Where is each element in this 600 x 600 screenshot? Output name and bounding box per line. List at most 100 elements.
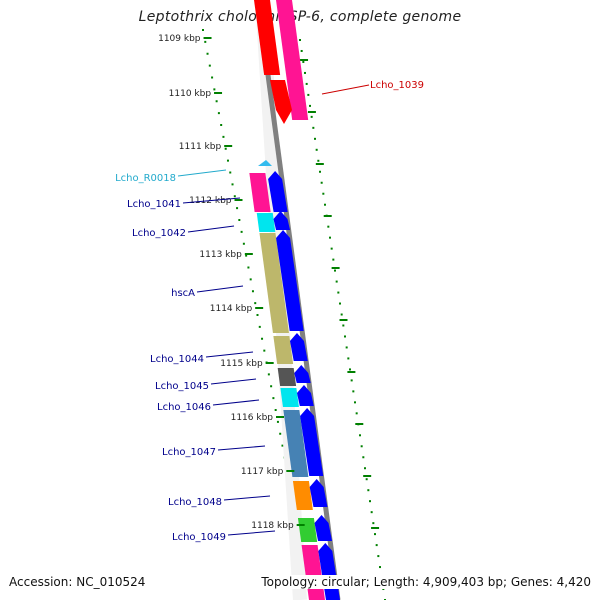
- gene-label[interactable]: Lcho_1047: [162, 447, 216, 458]
- gene-label[interactable]: hscA: [171, 288, 195, 299]
- feature-block: [292, 481, 313, 510]
- tick-ring-dot: [231, 183, 234, 186]
- topology-label: Topology: circular; Length: 4,909,403 bp…: [258, 575, 591, 589]
- tick-ring-dot: [274, 409, 277, 411]
- tick-ring-dot: [267, 373, 270, 376]
- tick-ring-dot: [233, 195, 236, 198]
- tick-ring-dot: [355, 412, 358, 415]
- tick-ring-dot: [236, 207, 239, 210]
- feature-block: [280, 388, 299, 407]
- tick-ring-dot: [215, 100, 218, 103]
- tick-ring-dot: [372, 522, 375, 525]
- tick-ring-dot: [359, 434, 361, 437]
- tick-ring-dot: [270, 385, 273, 388]
- tick-ring-dot: [276, 420, 279, 423]
- tick-ring-dot: [334, 269, 336, 272]
- tick-ring-dot: [375, 544, 378, 547]
- tick-ring-dot: [305, 82, 308, 85]
- tick-ring-dot: [310, 115, 313, 118]
- tick-ring-dot: [238, 219, 241, 221]
- tick-ring-dot: [345, 346, 348, 349]
- tick-ring-dot: [379, 566, 381, 569]
- feature-block: [276, 0, 309, 120]
- gene-label[interactable]: Lcho_R0018: [115, 173, 176, 184]
- tick-ring-dot: [220, 124, 223, 126]
- tick-ring-dot: [263, 349, 266, 352]
- gene-label[interactable]: Lcho_1048: [168, 497, 222, 508]
- tick-ring-dot: [340, 313, 343, 316]
- tick-ring-dot: [320, 181, 323, 184]
- tick-ring-dot: [279, 432, 282, 435]
- gene-leader-line: [205, 351, 254, 358]
- tick-ring-dot: [272, 397, 275, 400]
- gene-label[interactable]: Lcho_1039: [370, 80, 424, 91]
- tick-ring-dot: [329, 236, 331, 239]
- kbp-label: 1109 kbp: [158, 34, 201, 44]
- feature-block: [277, 368, 297, 386]
- gene-label[interactable]: Lcho_1046: [157, 402, 211, 413]
- tick-ring-dot: [258, 325, 261, 328]
- tick-ring-dot: [256, 314, 259, 316]
- gene-arrow: [289, 333, 308, 361]
- gene-label[interactable]: Lcho_1045: [155, 381, 209, 392]
- gene-arrow: [268, 171, 288, 212]
- gene-label[interactable]: Lcho_1049: [172, 532, 226, 543]
- gene-label[interactable]: Lcho_1042: [132, 228, 186, 239]
- tick-ring-dot: [350, 379, 353, 382]
- gene-leader-line: [196, 285, 244, 293]
- kbp-label: 1114 kbp: [210, 304, 253, 314]
- tick-ring-dot: [206, 52, 209, 55]
- tick-ring-dot: [349, 368, 351, 371]
- tick-ring-dot: [377, 555, 380, 558]
- tick-ring-dot: [249, 278, 252, 281]
- tick-ring-dot: [229, 171, 232, 174]
- rna-marker: [258, 160, 272, 166]
- gene-leader-line: [321, 84, 370, 95]
- feature-arrow: [270, 80, 292, 124]
- tick-ring-dot: [300, 49, 303, 52]
- gene-label[interactable]: Lcho_1041: [127, 199, 181, 210]
- tick-ring-dot: [247, 266, 250, 269]
- feature-block: [259, 233, 289, 333]
- tick-ring-dot: [281, 444, 284, 447]
- tick-ring-dot: [335, 280, 338, 283]
- gene-leader-line: [223, 495, 271, 501]
- tick-ring-dot: [226, 159, 229, 162]
- tick-ring-dot: [211, 76, 214, 79]
- gene-leader-line: [217, 445, 266, 451]
- gene-leader-line: [182, 197, 241, 204]
- tick-ring-dot: [299, 39, 301, 41]
- tick-ring-dot: [382, 588, 385, 591]
- tick-ring-dot: [202, 29, 204, 31]
- kbp-label: 1117 kbp: [241, 467, 284, 477]
- tick-ring-dot: [332, 258, 335, 261]
- gene-arrow: [309, 479, 328, 507]
- tick-ring-dot: [314, 137, 316, 140]
- tick-ring-dot: [369, 500, 371, 503]
- tick-ring-dot: [352, 390, 355, 393]
- tick-ring-dot: [370, 511, 373, 514]
- tick-ring-dot: [327, 225, 330, 228]
- feature-block: [254, 0, 281, 75]
- tick-ring-dot: [213, 88, 216, 91]
- tick-ring-dot: [307, 93, 310, 96]
- gene-arrow: [294, 365, 311, 383]
- tick-ring-dot: [240, 230, 243, 233]
- gene-leader-line: [227, 530, 276, 536]
- tick-ring-dot: [360, 445, 363, 448]
- tick-ring-dot: [374, 533, 376, 536]
- tick-ring-dot: [224, 147, 227, 150]
- gene-arrow: [314, 515, 333, 541]
- tick-ring-dot: [254, 302, 257, 305]
- tick-ring-dot: [315, 148, 318, 151]
- gene-label[interactable]: Lcho_1044: [150, 354, 204, 365]
- tick-ring-dot: [309, 104, 311, 107]
- kbp-label: 1113 kbp: [199, 250, 242, 260]
- gene-leader-line: [210, 378, 257, 385]
- tick-ring-dot: [317, 159, 320, 162]
- gene-arrow: [300, 408, 324, 476]
- tick-ring-dot: [362, 456, 365, 459]
- feature-block: [297, 518, 318, 542]
- tick-ring-dot: [365, 478, 368, 481]
- tick-ring-dot: [304, 71, 306, 74]
